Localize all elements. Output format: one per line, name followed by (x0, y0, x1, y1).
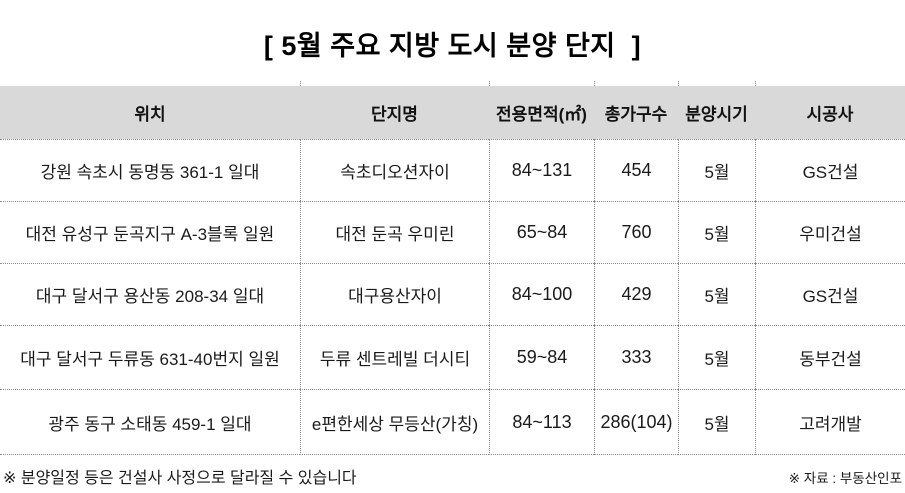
cell-area: 84~100 (489, 263, 594, 325)
cell-sale-timing: 5월 (678, 139, 755, 201)
gridline-tick (489, 81, 490, 86)
gridline-tick (594, 81, 595, 86)
cell-households: 760 (594, 201, 678, 263)
cell-location: 광주 동구 소태동 459-1 일대 (0, 389, 300, 455)
column-header-sale-timing: 분양시기 (678, 86, 755, 139)
title-bar: [ 5월 주요 지방 도시 분양 단지 ] (0, 0, 905, 86)
cell-builder: 우미건설 (755, 201, 905, 263)
cell-complex: 대구용산자이 (300, 263, 489, 325)
sale-complex-table: 위치 단지명 전용면적(㎡) 총가구수 분양시기 시공사 강원 속초시 동명동 … (0, 81, 905, 455)
cell-households: 333 (594, 325, 678, 389)
cell-sale-timing: 5월 (678, 389, 755, 455)
cell-sale-timing: 5월 (678, 325, 755, 389)
cell-builder: GS건설 (755, 139, 905, 201)
page-title: [ 5월 주요 지방 도시 분양 단지 ] (263, 30, 642, 61)
cell-households: 429 (594, 263, 678, 325)
cell-location: 대구 달서구 두류동 631-40번지 일원 (0, 325, 300, 389)
cell-area: 65~84 (489, 201, 594, 263)
column-header-complex: 단지명 (300, 86, 489, 139)
cell-sale-timing: 5월 (678, 263, 755, 325)
cell-complex: 속초디오션자이 (300, 139, 489, 201)
footnotes: ※ 분양일정 등은 건설사 사정으로 달라질 수 있습니다 ※ 자료 : 부동산… (0, 464, 905, 488)
table-grid: 위치 단지명 전용면적(㎡) 총가구수 분양시기 시공사 강원 속초시 동명동 … (0, 86, 905, 455)
gridline-tick (300, 81, 301, 86)
cell-location: 강원 속초시 동명동 361-1 일대 (0, 139, 300, 201)
column-header-area: 전용면적(㎡) (489, 86, 594, 139)
cell-builder: 고려개발 (755, 389, 905, 455)
column-header-builder: 시공사 (755, 86, 905, 139)
cell-complex: e편한세상 무등산(가칭) (300, 389, 489, 455)
cell-complex: 대전 둔곡 우미린 (300, 201, 489, 263)
cell-area: 59~84 (489, 325, 594, 389)
cell-location: 대구 달서구 용산동 208-34 일대 (0, 263, 300, 325)
gridline-tick (755, 81, 756, 86)
column-header-households: 총가구수 (594, 86, 678, 139)
cell-households: 286(104) (594, 389, 678, 455)
cell-area: 84~113 (489, 389, 594, 455)
cell-location: 대전 유성구 둔곡지구 A-3블록 일원 (0, 201, 300, 263)
cell-area: 84~131 (489, 139, 594, 201)
cell-sale-timing: 5월 (678, 201, 755, 263)
cell-complex: 두류 센트레빌 더시티 (300, 325, 489, 389)
footnote-disclaimer: ※ 분양일정 등은 건설사 사정으로 달라질 수 있습니다 (3, 470, 357, 487)
cell-builder: 동부건설 (755, 325, 905, 389)
gridline-tick (678, 81, 679, 86)
footnote-source: ※ 자료 : 부동산인포 (788, 471, 902, 486)
column-header-location: 위치 (0, 86, 300, 139)
cell-households: 454 (594, 139, 678, 201)
cell-builder: GS건설 (755, 263, 905, 325)
